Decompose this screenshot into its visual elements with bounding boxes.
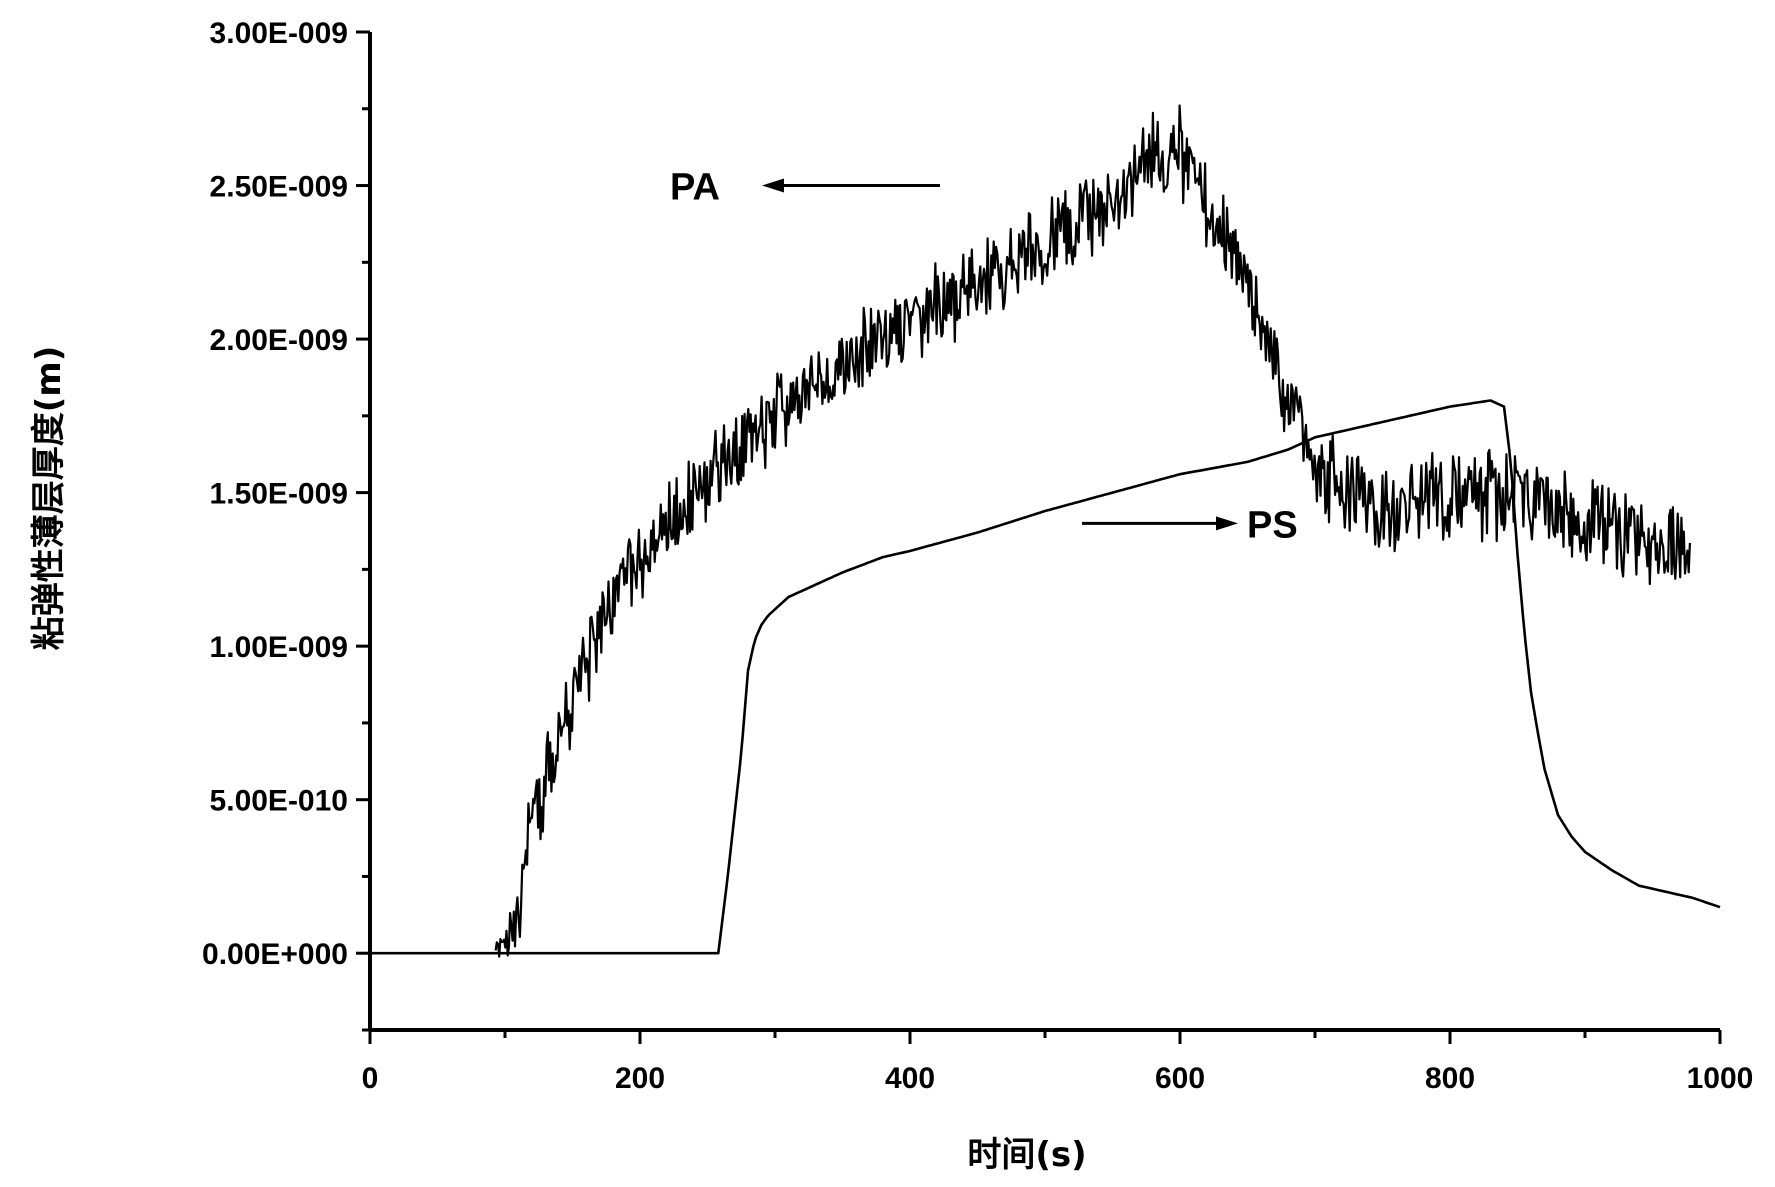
y-tick-label: 0.00E+000 [202, 938, 348, 971]
series-line-ps [370, 399, 1721, 955]
y-tick-label: 2.50E-009 [210, 171, 348, 204]
series-line-pa [494, 104, 1691, 958]
x-tick-label: 600 [1155, 1062, 1205, 1095]
y-tick-label: 5.00E-010 [210, 785, 348, 818]
x-tick-label: 200 [615, 1062, 665, 1095]
y-tick-label: 1.00E-009 [210, 631, 348, 664]
x-tick-label: 400 [885, 1062, 935, 1095]
annotation-label-pa: PA [670, 167, 720, 209]
annotations: PA PS [670, 167, 1298, 547]
y-tick-label: 1.50E-009 [210, 478, 348, 511]
axes: 0.00E+000 5.00E-010 1.00E-009 1.50E-009 2.00… [202, 17, 1753, 1095]
annotation-label-ps: PS [1247, 504, 1298, 546]
arrowhead-left-icon [762, 178, 784, 193]
x-tick-label: 1000 [1687, 1062, 1754, 1095]
y-tick-label: 3.00E-009 [210, 17, 348, 50]
arrowhead-right-icon [1216, 516, 1238, 531]
x-axis-title: 时间(s) [967, 1135, 1086, 1175]
x-tick-label: 800 [1425, 1062, 1475, 1095]
y-tick-label: 2.00E-009 [210, 324, 348, 357]
series-group [370, 104, 1721, 958]
x-tick-label: 0 [362, 1062, 379, 1095]
y-axis-title: 粘弹性薄层厚度(m) [29, 346, 69, 651]
